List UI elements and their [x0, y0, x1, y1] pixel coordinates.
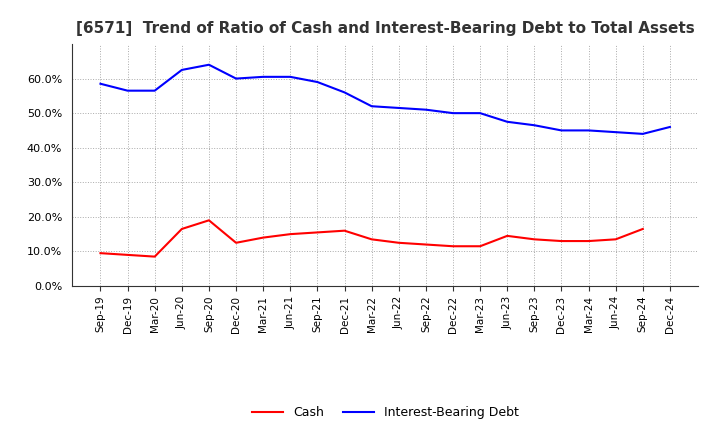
Cash	[178, 226, 186, 231]
Line: Interest-Bearing Debt: Interest-Bearing Debt	[101, 65, 670, 134]
Interest-Bearing Debt	[639, 131, 647, 136]
Interest-Bearing Debt	[530, 123, 539, 128]
Legend: Cash, Interest-Bearing Debt: Cash, Interest-Bearing Debt	[247, 401, 523, 424]
Cash	[421, 242, 430, 247]
Cash	[367, 237, 376, 242]
Interest-Bearing Debt	[204, 62, 213, 67]
Interest-Bearing Debt	[611, 129, 620, 135]
Interest-Bearing Debt	[341, 90, 349, 95]
Interest-Bearing Debt	[503, 119, 511, 125]
Cash	[313, 230, 322, 235]
Cash	[530, 237, 539, 242]
Cash	[476, 244, 485, 249]
Title: [6571]  Trend of Ratio of Cash and Interest-Bearing Debt to Total Assets: [6571] Trend of Ratio of Cash and Intere…	[76, 21, 695, 36]
Interest-Bearing Debt	[232, 76, 240, 81]
Cash	[503, 233, 511, 238]
Interest-Bearing Debt	[421, 107, 430, 112]
Interest-Bearing Debt	[313, 79, 322, 84]
Cash	[232, 240, 240, 246]
Line: Cash: Cash	[101, 220, 643, 257]
Cash	[123, 252, 132, 257]
Cash	[449, 244, 457, 249]
Interest-Bearing Debt	[449, 110, 457, 116]
Cash	[611, 237, 620, 242]
Cash	[341, 228, 349, 233]
Interest-Bearing Debt	[286, 74, 294, 80]
Interest-Bearing Debt	[665, 125, 674, 130]
Cash	[150, 254, 159, 259]
Interest-Bearing Debt	[584, 128, 593, 133]
Interest-Bearing Debt	[150, 88, 159, 93]
Interest-Bearing Debt	[367, 103, 376, 109]
Interest-Bearing Debt	[557, 128, 566, 133]
Cash	[259, 235, 268, 240]
Cash	[395, 240, 403, 246]
Cash	[96, 250, 105, 256]
Cash	[286, 231, 294, 237]
Cash	[584, 238, 593, 244]
Cash	[204, 218, 213, 223]
Interest-Bearing Debt	[178, 67, 186, 73]
Interest-Bearing Debt	[395, 105, 403, 110]
Interest-Bearing Debt	[96, 81, 105, 86]
Interest-Bearing Debt	[259, 74, 268, 80]
Cash	[557, 238, 566, 244]
Interest-Bearing Debt	[476, 110, 485, 116]
Interest-Bearing Debt	[123, 88, 132, 93]
Cash	[639, 226, 647, 231]
